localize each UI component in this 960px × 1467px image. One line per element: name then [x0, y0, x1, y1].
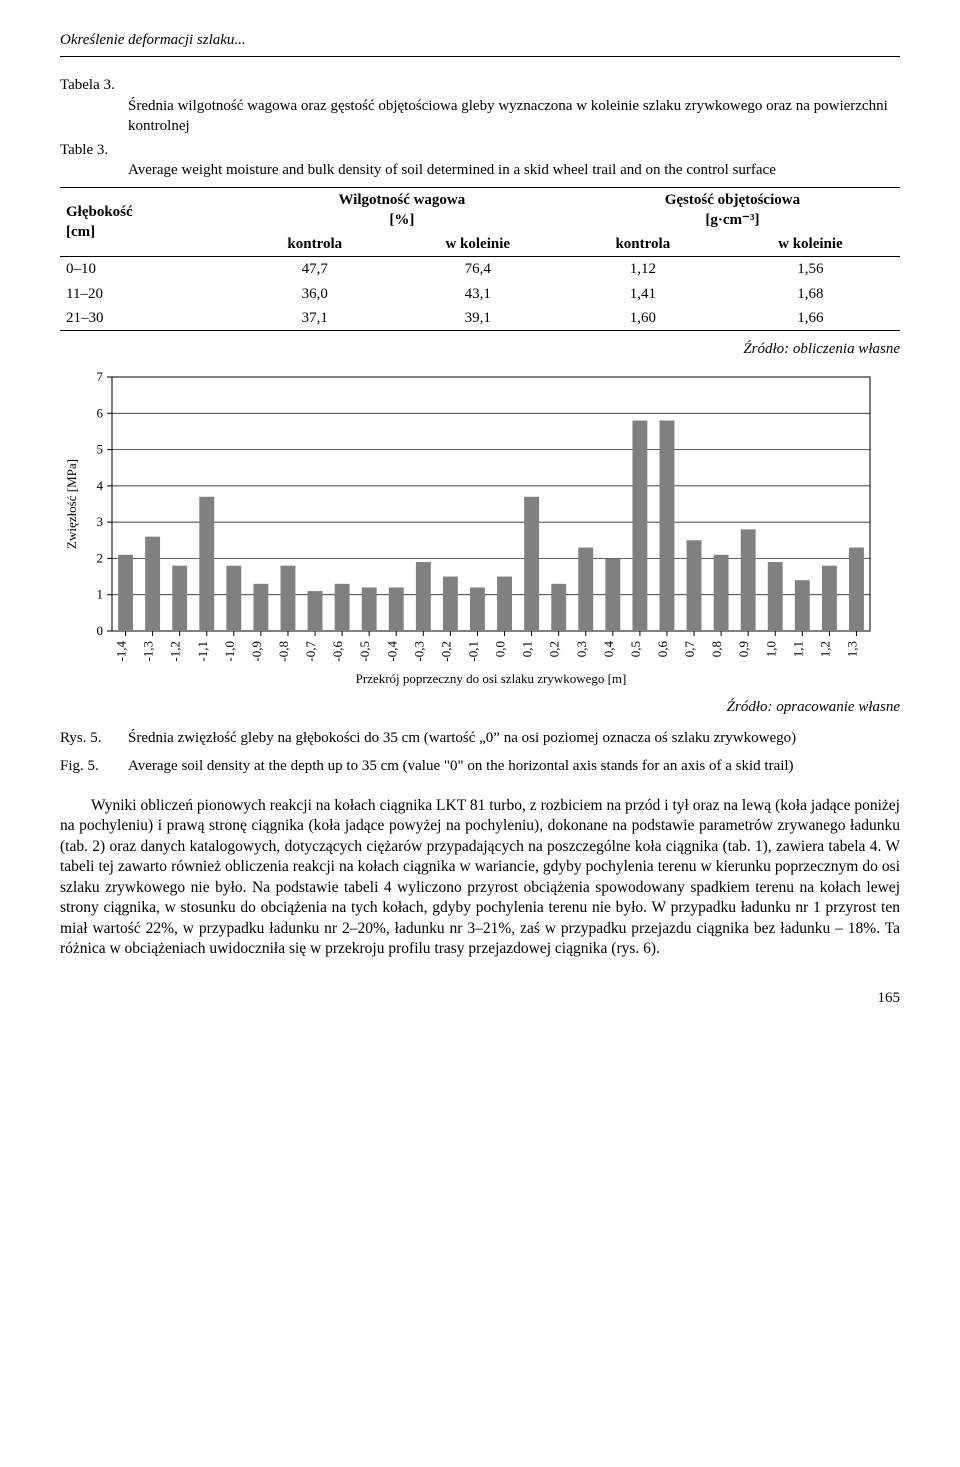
- body-paragraph: Wyniki obliczeń pionowych reakcji na koł…: [60, 796, 900, 960]
- svg-text:-1,4: -1,4: [114, 641, 129, 662]
- th-depth: Głębokość [cm]: [60, 187, 239, 257]
- bar-chart: 0 1 2 3 4 5 6 7 -1,4 -1,3 -1,2 -1,1 -1,0 -0,9 -0,8 -0,7…: [60, 369, 900, 689]
- table-source: Źródło: obliczenia własne: [60, 339, 900, 359]
- cell: 43,1: [391, 282, 565, 306]
- running-header: Określenie deformacji szlaku...: [60, 30, 900, 50]
- table-caption-pl: Tabela 3. Średnia wilgotność wagowa oraz…: [60, 75, 900, 136]
- cell: 1,12: [565, 257, 721, 282]
- svg-text:Zwięzłość [MPa]: Zwięzłość [MPa]: [64, 459, 79, 549]
- svg-text:-0,9: -0,9: [249, 641, 264, 662]
- data-table: Głębokość [cm] Wilgotność wagowa [%] Gęs…: [60, 187, 900, 332]
- cell: 1,68: [721, 282, 900, 306]
- svg-text:1,1: 1,1: [790, 641, 805, 657]
- svg-text:-0,3: -0,3: [411, 641, 426, 662]
- svg-text:0,9: 0,9: [736, 641, 751, 657]
- svg-text:-0,5: -0,5: [357, 641, 372, 662]
- svg-text:2: 2: [97, 551, 104, 566]
- figure-caption-pl-text: Średnia zwięzłość gleby na głębokości do…: [128, 728, 900, 748]
- svg-text:-0,1: -0,1: [465, 641, 480, 662]
- chart-svg: 0 1 2 3 4 5 6 7 -1,4 -1,3 -1,2 -1,1 -1,0 -0,9 -0,8 -0,7…: [60, 369, 880, 689]
- th-moisture: Wilgotność wagowa [%]: [239, 187, 565, 232]
- cell: 37,1: [239, 306, 391, 331]
- cell: 39,1: [391, 306, 565, 331]
- th-sub: w koleinie: [721, 232, 900, 257]
- svg-text:0,5: 0,5: [628, 641, 643, 657]
- cell-depth: 21–30: [60, 306, 239, 331]
- table-caption-en-label: Table 3.: [60, 142, 108, 158]
- svg-text:0,2: 0,2: [547, 641, 562, 657]
- svg-text:0,0: 0,0: [493, 641, 508, 657]
- figure-caption-pl: Rys. 5. Średnia zwięzłość gleby na głębo…: [60, 728, 900, 748]
- svg-text:-1,3: -1,3: [141, 641, 156, 662]
- figure-caption-pl-label: Rys. 5.: [60, 728, 128, 748]
- table-caption-en-text: Average weight moisture and bulk density…: [128, 160, 900, 180]
- svg-text:0,7: 0,7: [682, 641, 697, 658]
- svg-text:-0,6: -0,6: [330, 641, 345, 662]
- svg-text:-1,0: -1,0: [222, 641, 237, 662]
- svg-text:5: 5: [97, 442, 104, 457]
- table-row: 11–20 36,0 43,1 1,41 1,68: [60, 282, 900, 306]
- th-sub: kontrola: [565, 232, 721, 257]
- svg-text:-0,2: -0,2: [438, 641, 453, 662]
- cell: 1,41: [565, 282, 721, 306]
- svg-text:0,3: 0,3: [574, 641, 589, 657]
- cell-depth: 0–10: [60, 257, 239, 282]
- cell: 76,4: [391, 257, 565, 282]
- figure-caption-en-text: Average soil density at the depth up to …: [128, 756, 900, 776]
- svg-text:7: 7: [97, 369, 104, 384]
- svg-text:-1,2: -1,2: [168, 641, 183, 662]
- svg-text:Przekrój poprzeczny do osi szl: Przekrój poprzeczny do osi szlaku zrywko…: [356, 671, 627, 686]
- svg-text:1: 1: [97, 587, 104, 602]
- svg-text:0,6: 0,6: [655, 641, 670, 658]
- page-number: 165: [60, 988, 900, 1008]
- th-density: Gęstość objętościowa [g·cm⁻³]: [565, 187, 900, 232]
- cell: 36,0: [239, 282, 391, 306]
- table-caption-en: Table 3. Average weight moisture and bul…: [60, 140, 900, 181]
- svg-text:1,3: 1,3: [844, 641, 859, 657]
- th-sub: kontrola: [239, 232, 391, 257]
- header-rule: [60, 56, 900, 57]
- svg-text:1,0: 1,0: [763, 641, 778, 657]
- svg-text:1,2: 1,2: [817, 641, 832, 657]
- svg-text:-0,7: -0,7: [303, 641, 318, 662]
- svg-text:0,1: 0,1: [520, 641, 535, 657]
- figure-caption-en-label: Fig. 5.: [60, 756, 128, 776]
- cell: 1,60: [565, 306, 721, 331]
- cell-depth: 11–20: [60, 282, 239, 306]
- th-sub: w koleinie: [391, 232, 565, 257]
- svg-text:0,4: 0,4: [601, 641, 616, 658]
- svg-text:3: 3: [97, 514, 104, 529]
- cell: 47,7: [239, 257, 391, 282]
- table-caption-pl-text: Średnia wilgotność wagowa oraz gęstość o…: [128, 96, 900, 137]
- svg-text:4: 4: [97, 478, 104, 493]
- figure-source: Źródło: opracowanie własne: [60, 697, 900, 717]
- table-caption-pl-label: Tabela 3.: [60, 77, 115, 93]
- svg-text:0: 0: [97, 623, 104, 638]
- cell: 1,56: [721, 257, 900, 282]
- svg-text:-1,1: -1,1: [195, 641, 210, 662]
- table-row: 0–10 47,7 76,4 1,12 1,56: [60, 257, 900, 282]
- svg-text:-0,4: -0,4: [384, 641, 399, 662]
- svg-text:-0,8: -0,8: [276, 641, 291, 662]
- cell: 1,66: [721, 306, 900, 331]
- svg-text:6: 6: [97, 406, 104, 421]
- figure-caption-en: Fig. 5. Average soil density at the dept…: [60, 756, 900, 776]
- table-row: 21–30 37,1 39,1 1,60 1,66: [60, 306, 900, 331]
- svg-text:0,8: 0,8: [709, 641, 724, 657]
